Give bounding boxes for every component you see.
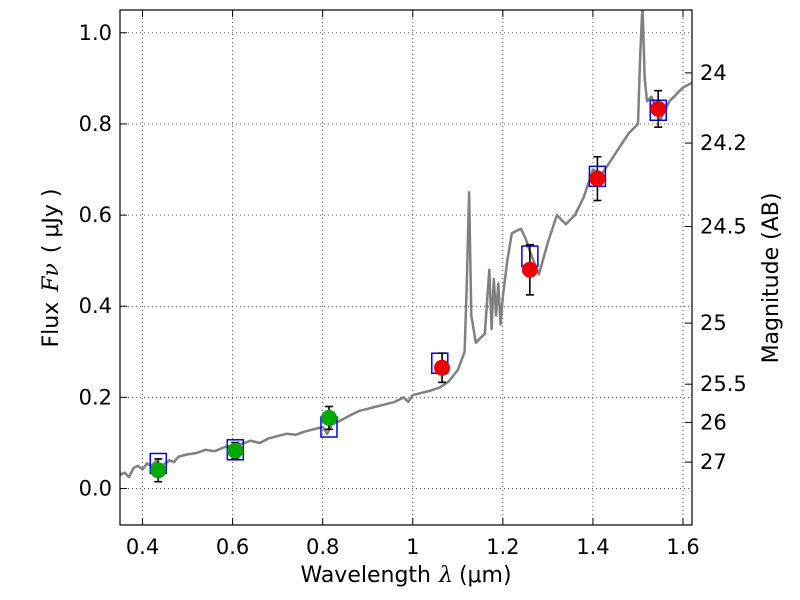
y2-tick-label: 24.5 xyxy=(700,214,747,238)
y-tick-label: 1.0 xyxy=(79,21,112,45)
model-photometry-square xyxy=(226,439,245,461)
y-tick-label: 0.8 xyxy=(79,112,112,136)
tick-marks xyxy=(120,10,692,525)
plot-frame xyxy=(119,9,693,526)
y2-tick-label: 24.2 xyxy=(700,131,747,155)
x-axis-label: Wavelength λ (μm) xyxy=(300,563,511,588)
x-tick-label: 0.6 xyxy=(216,535,249,559)
model-spectrum-layer xyxy=(120,10,692,479)
y2-tick-label: 25.5 xyxy=(700,372,747,396)
optical-point xyxy=(150,462,167,479)
nir-point xyxy=(434,359,451,376)
model-spectrum-line xyxy=(120,10,692,479)
nir-point xyxy=(589,170,606,187)
nir-point xyxy=(650,100,667,117)
y-tick-label: 0.2 xyxy=(79,385,112,409)
x-tick-label: 1 xyxy=(406,535,419,559)
x-tick-label: 1.4 xyxy=(576,535,609,559)
x-tick-label: 1.6 xyxy=(666,535,699,559)
y2-tick-labels: 24 24.2 24.5 25 25.5 26 27 xyxy=(700,61,747,474)
y2-tick-label: 24 xyxy=(700,61,727,85)
error-bars-layer xyxy=(154,89,663,483)
x-tick-label: 0.8 xyxy=(306,535,339,559)
y2-tick-label: 25 xyxy=(700,311,727,335)
y2-tick-label: 27 xyxy=(700,450,727,474)
y-tick-label: 0.6 xyxy=(79,203,112,227)
y-tick-label: 0.0 xyxy=(79,477,112,501)
y-axis-label: FluxFν( μJy ) xyxy=(39,188,64,347)
x-tick-labels: 0.4 0.6 0.8 1 1.2 1.4 1.6 xyxy=(126,535,700,559)
nir-point xyxy=(521,261,538,278)
x-tick-label: 0.4 xyxy=(126,535,159,559)
y-tick-labels: 0.0 0.2 0.4 0.6 0.8 1.0 xyxy=(79,21,112,501)
y2-axis-label: Magnitude (AB) xyxy=(759,193,784,364)
y2-tick-label: 26 xyxy=(700,410,727,434)
y-tick-label: 0.4 xyxy=(79,294,112,318)
x-tick-label: 1.2 xyxy=(486,535,519,559)
grid-lines xyxy=(120,10,692,525)
optical-point xyxy=(227,442,244,459)
optical-point xyxy=(320,409,337,426)
model-photometry-layer xyxy=(149,99,667,475)
observed-points-layer xyxy=(150,100,667,479)
